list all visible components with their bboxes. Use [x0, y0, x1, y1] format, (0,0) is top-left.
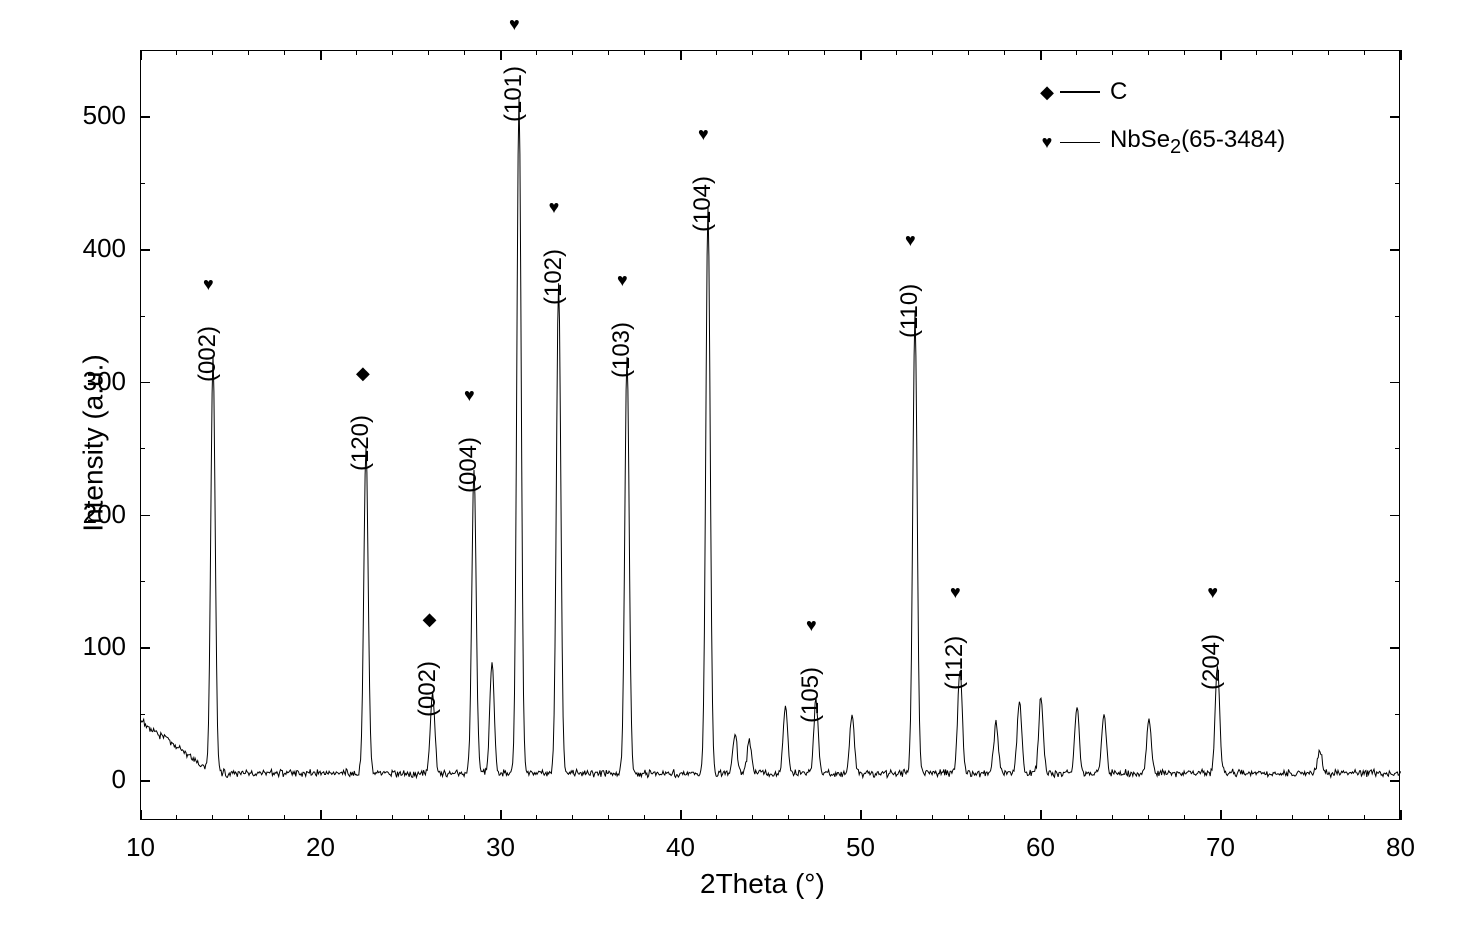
legend: ◆C♥NbSe2(65-3484) [1038, 78, 1285, 179]
y-tick-label: 0 [112, 764, 126, 795]
heart-icon: ♥ [1038, 132, 1056, 153]
x-tick-label: 80 [1386, 832, 1415, 863]
diamond-icon: ◆ [1038, 82, 1056, 103]
x-tick-mark [860, 810, 862, 820]
peak-label: (101) [500, 66, 528, 122]
x-tick-mark [680, 50, 682, 60]
x-tick-label: 40 [666, 832, 695, 863]
y-tick-label: 500 [83, 100, 126, 131]
y-tick-mark [1390, 647, 1400, 649]
x-tick-mark [320, 50, 322, 60]
peak-label: (002) [414, 660, 442, 716]
legend-text: NbSe2(65-3484) [1110, 126, 1285, 159]
heart-icon: ♥ [698, 124, 709, 145]
peak-label: (102) [540, 249, 568, 305]
peak-label: (104) [689, 176, 717, 232]
heart-icon: ♥ [905, 230, 916, 251]
x-tick-mark [1040, 50, 1042, 60]
y-tick-mark [140, 249, 150, 251]
heart-icon: ♥ [549, 197, 560, 218]
y-tick-mark [140, 780, 150, 782]
x-axis-label: 2Theta (°) [700, 868, 825, 900]
heart-icon: ♥ [806, 615, 817, 636]
x-tick-label: 60 [1026, 832, 1055, 863]
y-tick-mark [1390, 382, 1400, 384]
y-tick-mark [1390, 515, 1400, 517]
heart-icon: ♥ [950, 582, 961, 603]
peak-label: (112) [941, 636, 969, 690]
y-tick-mark [1390, 249, 1400, 251]
legend-line [1060, 142, 1100, 144]
x-tick-mark [1400, 810, 1402, 820]
x-tick-label: 10 [126, 832, 155, 863]
x-tick-mark [860, 50, 862, 60]
legend-item: ♥ NbSe2(65-3484) [1038, 126, 1285, 159]
peak-label: (204) [1198, 634, 1226, 690]
heart-icon: ♥ [509, 14, 520, 35]
legend-line [1060, 91, 1100, 93]
y-tick-mark [140, 647, 150, 649]
y-tick-label: 200 [83, 499, 126, 530]
heart-icon: ♥ [464, 385, 475, 406]
y-tick-mark [140, 116, 150, 118]
heart-icon: ♥ [617, 270, 628, 291]
y-tick-label: 100 [83, 631, 126, 662]
x-tick-label: 30 [486, 832, 515, 863]
x-tick-label: 20 [306, 832, 335, 863]
x-tick-mark [1220, 810, 1222, 820]
x-tick-label: 50 [846, 832, 875, 863]
y-tick-label: 300 [83, 366, 126, 397]
xrd-chart: Intensity (a.u.) 2Theta (°) 102030405060… [0, 0, 1469, 937]
x-tick-mark [1040, 810, 1042, 820]
x-tick-mark [1400, 50, 1402, 60]
peak-label: (103) [608, 322, 636, 378]
diamond-icon: ◆ [356, 363, 370, 384]
diamond-icon: ◆ [423, 609, 437, 630]
peak-label: (002) [194, 326, 222, 382]
x-tick-label: 70 [1206, 832, 1235, 863]
x-tick-mark [1220, 50, 1222, 60]
heart-icon: ♥ [1207, 582, 1218, 603]
y-tick-label: 400 [83, 233, 126, 264]
y-tick-mark [140, 382, 150, 384]
legend-item: ◆C [1038, 78, 1285, 106]
peak-label: (110) [896, 284, 924, 338]
peak-label: (004) [455, 437, 483, 493]
y-tick-mark [1390, 780, 1400, 782]
y-tick-mark [140, 515, 150, 517]
x-tick-mark [500, 50, 502, 60]
x-tick-mark [140, 810, 142, 820]
peak-label: (105) [797, 667, 825, 723]
x-tick-mark [140, 50, 142, 60]
x-tick-mark [680, 810, 682, 820]
x-tick-mark [320, 810, 322, 820]
x-tick-mark [500, 810, 502, 820]
legend-text: C [1110, 78, 1127, 106]
y-tick-mark [1390, 116, 1400, 118]
peak-label: (120) [347, 415, 375, 471]
heart-icon: ♥ [203, 274, 214, 295]
